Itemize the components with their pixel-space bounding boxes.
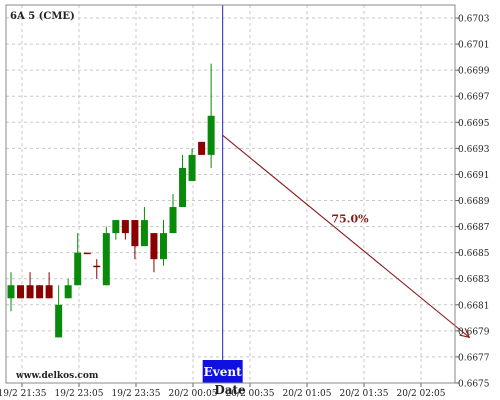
- x-axis-label: Date: [214, 383, 246, 397]
- candle-body: [140, 220, 148, 247]
- x-tick-label: 19/2 23:35: [111, 389, 160, 399]
- y-tick-label: 0.6697: [458, 93, 490, 103]
- candle-body: [188, 154, 196, 181]
- projection-arrow: [222, 134, 470, 338]
- candle-body: [7, 285, 15, 299]
- y-tick-label: 0.6695: [458, 119, 490, 129]
- candle-body: [64, 285, 72, 299]
- candle-body: [179, 167, 187, 208]
- y-tick-label: 0.6675: [458, 380, 490, 390]
- candles: [7, 63, 215, 338]
- y-tick-label: 0.6679: [458, 327, 490, 337]
- plot-frame: [5, 4, 456, 384]
- candle-body: [17, 285, 25, 299]
- x-tick-label: 20/2 00:35: [225, 389, 274, 399]
- x-tick-label: 20/2 00:05: [168, 389, 217, 399]
- candle-body: [102, 233, 110, 286]
- y-tick-label: 0.6685: [458, 249, 490, 259]
- y-tick-label: 0.6699: [458, 67, 490, 77]
- projection-label: 75.0%: [331, 212, 369, 225]
- event-label-box: [202, 360, 243, 383]
- candle-body: [93, 265, 101, 268]
- candle-body: [83, 252, 91, 255]
- x-axis: 19/2 21:35 19/2 23:05 19/2 23:35 20/2 00:05…: [0, 383, 446, 399]
- projection-arrowhead: [459, 328, 471, 339]
- watermark: www.delkos.com: [16, 371, 99, 381]
- candle-body: [36, 285, 44, 299]
- candle-body: [198, 141, 206, 155]
- candle-body: [74, 252, 82, 286]
- candle-body: [45, 285, 53, 299]
- y-tick-label: 0.6703: [458, 15, 490, 25]
- candle-body: [26, 285, 34, 299]
- x-tick-label: 20/2 01:35: [339, 389, 388, 399]
- y-tick-label: 0.6681: [458, 301, 490, 311]
- candle-body: [121, 220, 129, 234]
- candle-body: [169, 207, 177, 234]
- y-tick-label: 0.6677: [458, 353, 490, 363]
- candle-body: [112, 220, 120, 234]
- x-tick-label: 19/2 21:35: [0, 389, 47, 399]
- candle-body: [150, 233, 158, 260]
- candle-body: [159, 233, 167, 260]
- y-tick-label: 0.6689: [458, 197, 490, 207]
- chart-title: 6A 5 (CME): [10, 11, 75, 22]
- grid-lines: [6, 5, 455, 384]
- y-tick-label: 0.6691: [458, 171, 490, 181]
- y-tick-label: 0.6687: [458, 223, 490, 233]
- x-tick-label: 20/2 02:05: [396, 389, 445, 399]
- x-tick-label: 19/2 23:05: [54, 389, 103, 399]
- event-overlay: Event 75.0%: [202, 5, 471, 383]
- candle-body: [207, 115, 215, 155]
- y-tick-label: 0.6683: [458, 275, 490, 285]
- y-tick-label: 0.6701: [458, 41, 490, 51]
- candle-body: [55, 304, 63, 338]
- x-tick-label: 20/2 01:05: [282, 389, 331, 399]
- event-label: Event: [204, 365, 242, 379]
- y-axis: 0.6675 0.6677 0.6679 0.6681 0.6683 0.6685 0.66…: [455, 15, 490, 390]
- candle-body: [131, 220, 139, 247]
- y-tick-label: 0.6693: [458, 145, 490, 155]
